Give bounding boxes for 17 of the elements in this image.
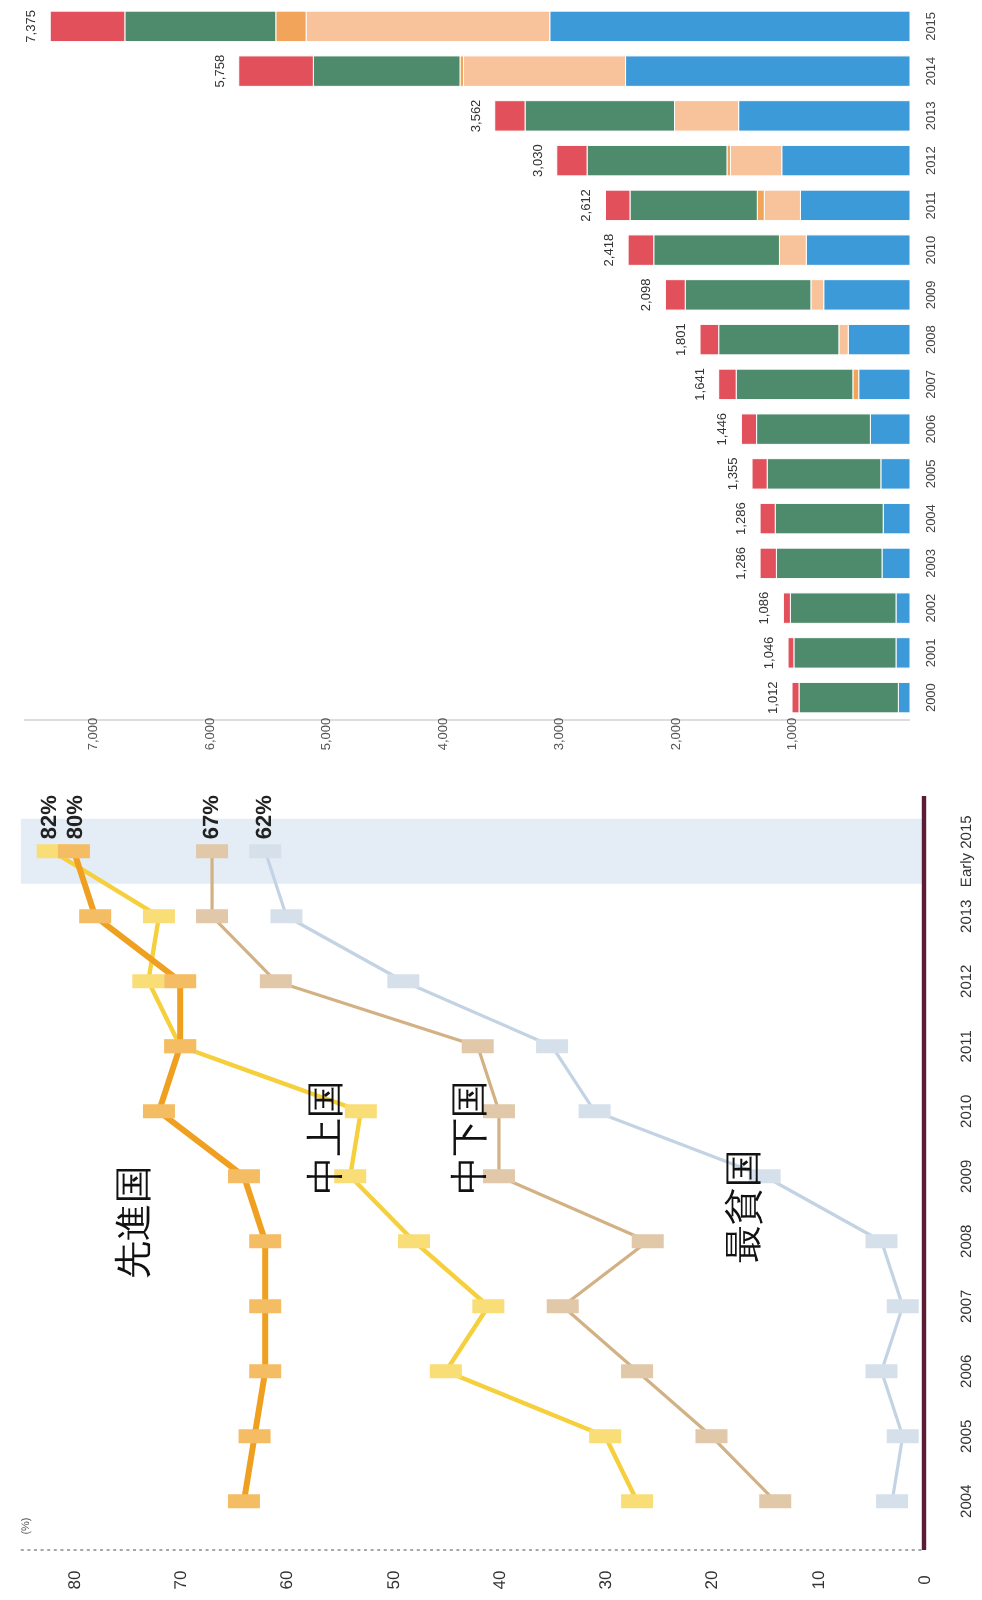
x-tick-label: 0: [914, 1574, 934, 1585]
x-tick-label: 20: [701, 1570, 722, 1590]
text: 先進国: [113, 1164, 156, 1279]
x-tick-label: 80: [63, 1570, 84, 1590]
x-tick-label: 70: [170, 1570, 191, 1590]
text: 中下国: [449, 1080, 492, 1195]
text: 中上国: [305, 1080, 348, 1195]
data-label: 82%: [38, 794, 63, 840]
data-label: 62%: [253, 794, 278, 840]
x-tick-label: 40: [488, 1570, 509, 1590]
x-tick-label: 60: [276, 1570, 297, 1590]
text: 最貧国: [724, 1148, 767, 1263]
data-label: 80%: [64, 794, 89, 840]
data-label: 67%: [200, 794, 225, 840]
x-tick-label: 50: [382, 1570, 403, 1590]
x-tick-label: 10: [807, 1570, 828, 1590]
x-tick-label: 30: [595, 1570, 616, 1590]
